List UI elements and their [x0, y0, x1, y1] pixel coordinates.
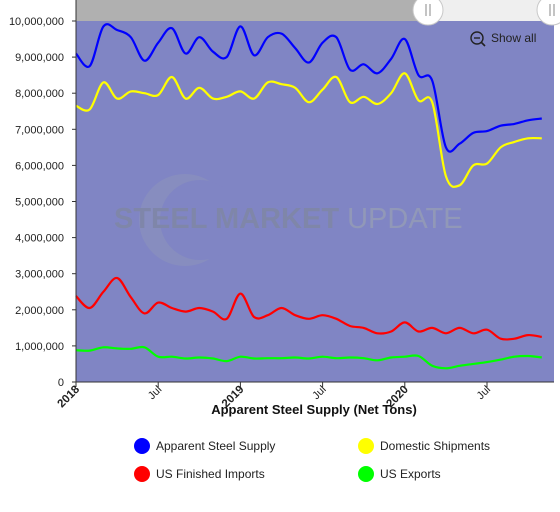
y-axis: 0 1,000,000 2,000,000 3,000,000 4,000,000 5,0… [9, 16, 76, 389]
y-tick-label: 3,000,000 [15, 269, 64, 281]
legend-marker [134, 438, 150, 454]
legend-label: US Exports [380, 467, 441, 481]
legend-label: US Finished Imports [156, 467, 265, 481]
watermark: STEEL MARKET UPDATE [114, 174, 463, 266]
x-tick-label: Jul [310, 384, 328, 402]
legend-item-us-finished-imports[interactable]: US Finished Imports [134, 466, 265, 482]
show-all-label[interactable]: Show all [491, 31, 536, 45]
y-tick-label: 0 [58, 377, 64, 389]
legend-item-apparent-steel-supply[interactable]: Apparent Steel Supply [134, 438, 275, 454]
navigator-handle-right[interactable] [536, 0, 560, 26]
legend-item-domestic-shipments[interactable]: Domestic Shipments [358, 438, 490, 454]
y-tick-label: 7,000,000 [15, 124, 64, 136]
series-lines [75, 23, 542, 370]
show-all-button[interactable]: Show all [470, 31, 536, 47]
zoom-out-icon [470, 31, 484, 45]
legend-marker [134, 466, 150, 482]
y-tick-label: 8,000,000 [15, 88, 64, 100]
series-line-domestic-shipments[interactable] [75, 72, 542, 188]
legend-label: Domestic Shipments [380, 439, 490, 453]
y-tick-label: 1,000,000 [15, 341, 64, 353]
x-tick-label: Jul [146, 384, 164, 402]
legend-marker [358, 438, 374, 454]
navigator-handle-left[interactable] [412, 0, 444, 26]
y-tick-label: 6,000,000 [15, 160, 64, 172]
y-tick-label: 5,000,000 [15, 197, 64, 209]
x-axis-title: Apparent Steel Supply (Net Tons) [211, 402, 417, 417]
y-tick-label: 9,000,000 [15, 52, 64, 64]
zoom-navigator[interactable] [412, 0, 560, 26]
legend-marker [358, 466, 374, 482]
y-tick-label: 4,000,000 [15, 233, 64, 245]
watermark-text: STEEL MARKET UPDATE [114, 203, 463, 235]
series-line-us-finished-imports[interactable] [75, 276, 542, 341]
y-tick-label: 10,000,000 [9, 16, 64, 28]
legend: Apparent Steel Supply Domestic Shipments U… [134, 438, 490, 482]
y-tick-label: 2,000,000 [15, 305, 64, 317]
legend-label: Apparent Steel Supply [156, 439, 275, 453]
legend-item-us-exports[interactable]: US Exports [358, 466, 441, 482]
x-tick-label: Jul [475, 384, 493, 402]
navigator-track[interactable] [428, 0, 554, 21]
series-line-apparent-steel-supply[interactable] [75, 23, 542, 153]
series-line-us-exports[interactable] [75, 345, 542, 370]
